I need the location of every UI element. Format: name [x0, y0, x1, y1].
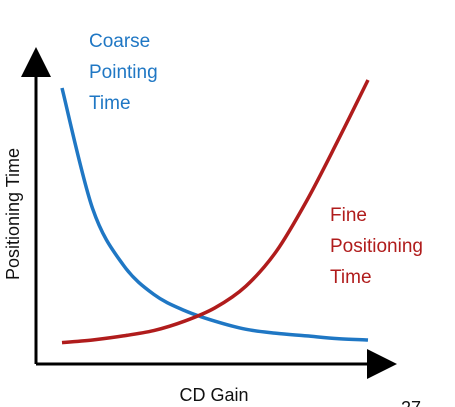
y-axis-label: Positioning Time [3, 148, 23, 280]
series-label-line: Time [89, 93, 131, 114]
x-axis-label: CD Gain [179, 385, 248, 405]
series-label-line: Coarse [89, 31, 150, 52]
series-label-line: Fine [330, 205, 367, 226]
series-label-line: Pointing [89, 62, 158, 83]
series-line-fine-positioning-time [61, 79, 370, 345]
series-line-coarse-pointing-time [60, 87, 369, 342]
page-number: 27 [401, 398, 421, 407]
series-label-line: Positioning [330, 236, 423, 257]
series-label-line: Time [330, 267, 372, 288]
series-label-coarse-pointing-time: Coarse Pointing Time [89, 31, 163, 114]
series-label-fine-positioning-time: Fine Positioning Time [330, 205, 428, 288]
